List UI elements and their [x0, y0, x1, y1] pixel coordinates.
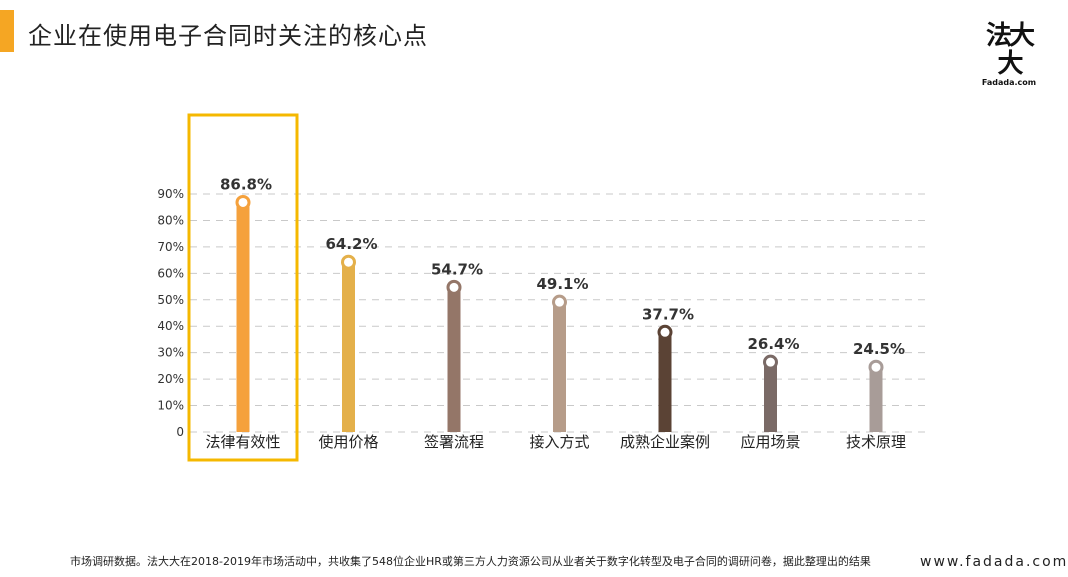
- category-label: 技术原理: [846, 433, 906, 451]
- page-title: 企业在使用电子合同时关注的核心点: [28, 22, 428, 50]
- bar: [764, 362, 777, 432]
- value-label: 24.5%: [853, 340, 905, 358]
- category-label: 使用价格: [318, 433, 378, 451]
- website-url: www.fadada.com: [920, 554, 1068, 570]
- category-label: 应用场景: [740, 433, 800, 451]
- y-tick-label: 10%: [157, 399, 184, 413]
- bar: [869, 367, 883, 432]
- fadada-logo: 法大大 Fadada.com: [978, 22, 1040, 88]
- bar: [658, 332, 672, 432]
- bar: [236, 202, 250, 432]
- value-label: 64.2%: [325, 235, 377, 253]
- y-axis-ticks: 0 10% 20% 30% 40% 50% 60% 70% 80% 90%: [157, 187, 184, 439]
- title-accent-bar: [0, 10, 14, 52]
- highlight-layer: [187, 113, 299, 462]
- y-tick-label: 0: [176, 425, 184, 439]
- bar-marker: [868, 359, 884, 375]
- y-tick-label: 70%: [157, 240, 184, 254]
- y-tick-label: 40%: [157, 319, 184, 333]
- y-tick-label: 50%: [157, 293, 184, 307]
- logo-subtext: Fadada.com: [981, 78, 1037, 87]
- bar-marker: [657, 324, 673, 340]
- logo-mark: 法大大: [985, 21, 1035, 79]
- bar-marker: [235, 194, 251, 210]
- value-label: 37.7%: [642, 305, 694, 323]
- value-labels: 86.8% 64.2% 54.7% 49.1% 37.7% 26.4% 24.5%: [220, 175, 905, 358]
- bar: [447, 287, 461, 432]
- y-tick-label: 60%: [157, 266, 184, 280]
- value-label: 54.7%: [431, 260, 483, 278]
- bar: [342, 262, 355, 432]
- category-labels: 法律有效性 使用价格 签署流程 接入方式 成熟企业案例 应用场景 技术原理: [205, 433, 906, 451]
- bar-marker: [341, 254, 356, 270]
- value-label: 86.8%: [220, 175, 272, 193]
- category-label: 签署流程: [424, 433, 484, 451]
- y-tick-label: 30%: [157, 346, 184, 360]
- category-label: 成熟企业案例: [620, 433, 710, 451]
- y-tick-label: 80%: [157, 213, 184, 227]
- bar-marker: [552, 294, 567, 310]
- bar-marker: [763, 354, 778, 370]
- bars: [235, 194, 884, 432]
- footnote: 市场调研数据。法大大在2018-2019年市场活动中，共收集了548位企业HR或…: [70, 555, 871, 568]
- category-label: 法律有效性: [205, 433, 280, 451]
- value-label: 49.1%: [536, 275, 588, 293]
- highlight-box: [187, 113, 299, 462]
- value-label: 26.4%: [747, 335, 799, 353]
- category-label: 接入方式: [529, 433, 589, 451]
- bar: [553, 302, 566, 432]
- y-tick-label: 20%: [157, 372, 184, 386]
- bar-marker: [446, 279, 462, 295]
- y-tick-label: 90%: [157, 187, 184, 201]
